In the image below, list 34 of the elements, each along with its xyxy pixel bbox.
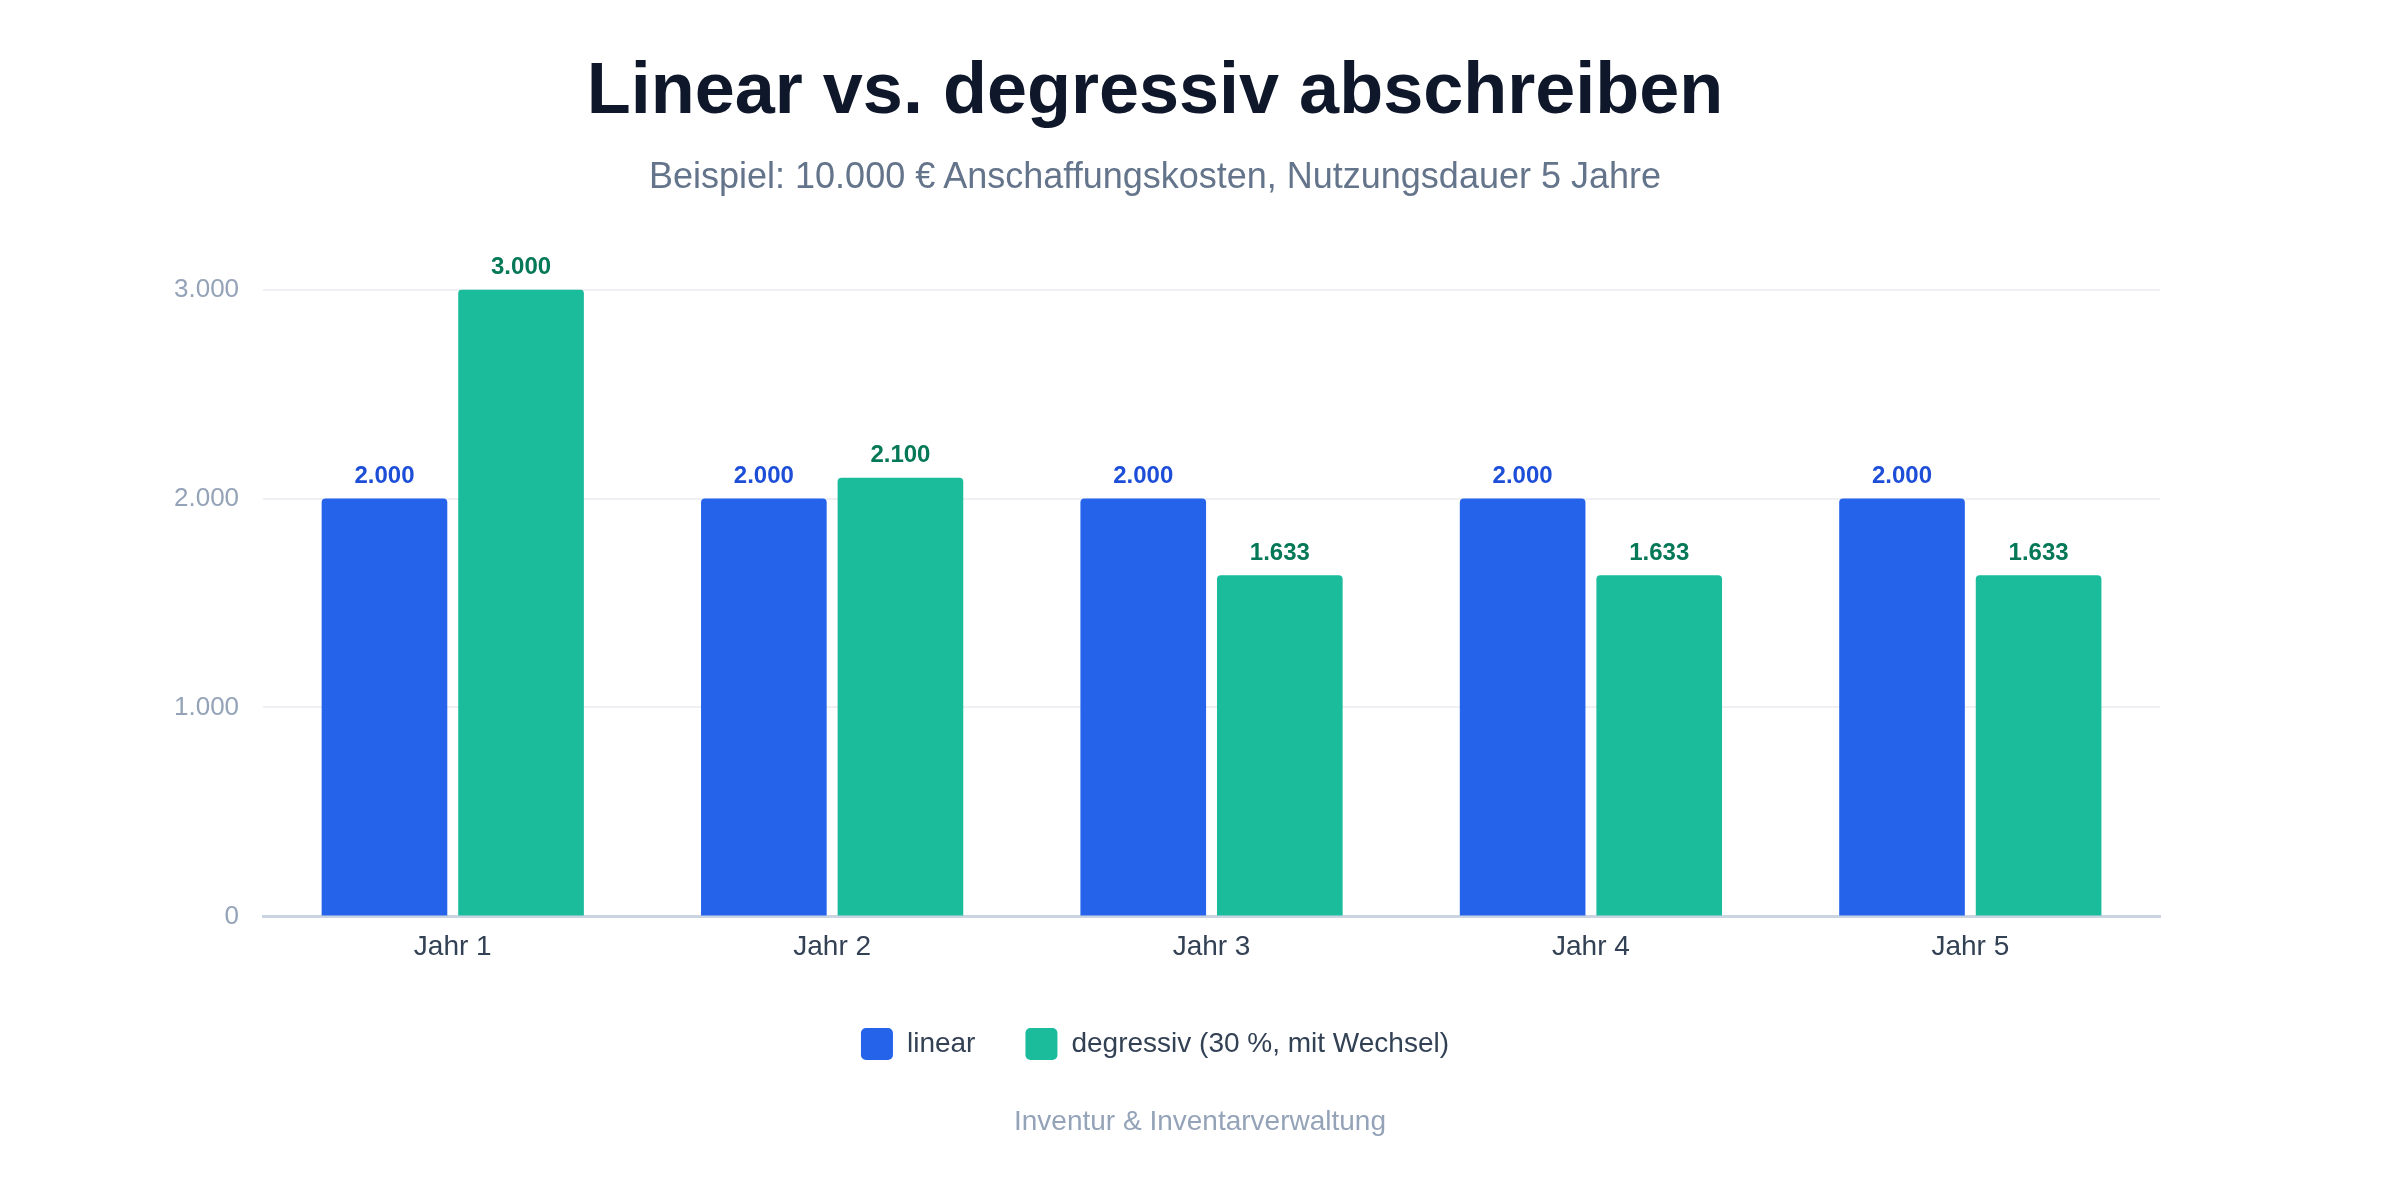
data-label: 3.000: [491, 252, 552, 280]
bar: [701, 498, 827, 916]
chart-title: Linear vs. degressiv abschreiben: [586, 48, 1724, 129]
x-tick-label: Jahr 1: [413, 929, 492, 961]
x-tick-label: Jahr 5: [1931, 929, 2010, 961]
data-label: 2.100: [870, 440, 931, 468]
bar: [1975, 575, 2102, 916]
bar: [1459, 498, 1586, 916]
y-tick-label: 1.000: [173, 690, 240, 721]
y-tick-label: 2.000: [173, 481, 240, 512]
chart-subtitle: Beispiel: 10.000 € Anschaffungskosten, Nutzungsdauer 5 Jahre: [648, 154, 1662, 196]
legend-label: degressiv (30 %, mit Wechsel): [1071, 1026, 1450, 1058]
bar: [1080, 498, 1207, 916]
bar: [1839, 498, 1965, 916]
bar: [1216, 575, 1343, 916]
legend-label: linear: [906, 1026, 976, 1058]
data-label: 2.000: [1871, 461, 1933, 489]
y-tick-label: 3.000: [173, 272, 240, 303]
data-label: 2.000: [1113, 461, 1174, 489]
data-label: 2.000: [1492, 461, 1553, 489]
bar: [837, 477, 964, 916]
x-tick-label: Jahr 2: [793, 929, 872, 961]
bar: [1596, 575, 1723, 916]
data-label: 1.633: [2008, 537, 2069, 565]
data-label: 2.000: [733, 461, 794, 489]
data-label: 1.633: [1629, 537, 1690, 565]
y-tick-label: 0: [224, 899, 240, 930]
data-label: 2.000: [354, 461, 415, 489]
bar: [321, 498, 448, 916]
text: Inventur & Inventarverwaltung: [1014, 1104, 1386, 1136]
x-tick-label: Jahr 3: [1172, 929, 1251, 961]
x-tick-label: Jahr 4: [1552, 929, 1630, 961]
bar: [458, 289, 584, 916]
data-label: 1.633: [1249, 537, 1310, 565]
